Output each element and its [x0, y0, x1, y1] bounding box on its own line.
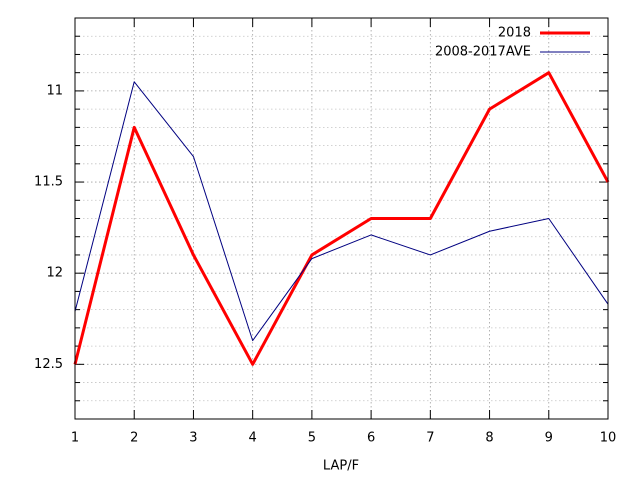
- x-axis-label: LAP/F: [323, 459, 359, 474]
- x-tick-label: 4: [249, 431, 257, 446]
- y-tick-label: 12: [46, 266, 63, 281]
- series-line: [73, 71, 610, 366]
- legend-label: 2008-2017AVE: [435, 45, 531, 60]
- legend: 2018 2008-2017AVE: [435, 26, 590, 60]
- y-tick-label: 11: [46, 83, 63, 98]
- x-tick-label: 9: [545, 431, 553, 446]
- series-line: [74, 81, 609, 342]
- plot-frame: [74, 17, 609, 420]
- x-tick-label: 10: [600, 431, 617, 446]
- x-tick-label: 8: [485, 431, 493, 446]
- y-tick-label: 12.5: [34, 357, 63, 372]
- x-tick-label: 1: [71, 431, 79, 446]
- x-tick-label: 2: [130, 431, 138, 446]
- x-tick-label: 6: [367, 431, 375, 446]
- x-tick-label: 7: [426, 431, 434, 446]
- legend-label: 2018: [498, 26, 531, 41]
- y-tick-label: 11.5: [34, 175, 63, 190]
- x-tick-label: 5: [308, 431, 316, 446]
- x-tick-label: 3: [189, 431, 197, 446]
